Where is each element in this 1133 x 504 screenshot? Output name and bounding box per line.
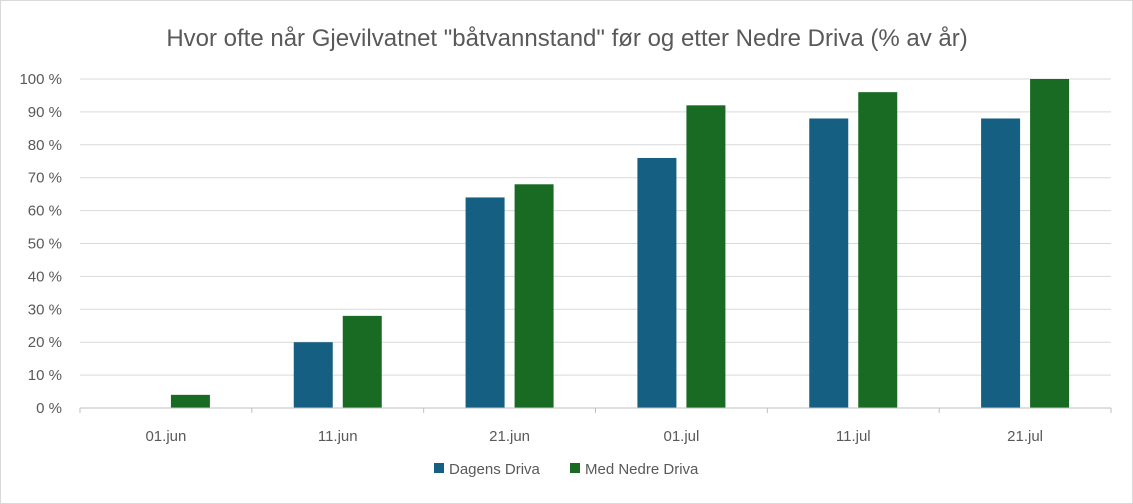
bar-med-nedre-driva <box>170 394 210 408</box>
bar-dagens-driva <box>637 157 677 408</box>
chart-title: Hvor ofte når Gjevilvatnet "båtvannstand… <box>166 25 967 52</box>
x-tick-label: 21.jul <box>1007 428 1043 445</box>
bar-dagens-driva <box>293 342 333 408</box>
legend-swatch <box>434 463 444 473</box>
bar-med-nedre-driva <box>514 184 554 408</box>
legend: Dagens Driva Med Nedre Driva <box>434 461 699 478</box>
bar-med-nedre-driva <box>858 92 898 408</box>
y-tick-label: 50 % <box>28 236 62 253</box>
x-tick-label: 01.jun <box>145 428 186 445</box>
y-tick-label: 10 % <box>28 367 62 384</box>
y-tick-label: 60 % <box>28 203 62 220</box>
bar-med-nedre-driva <box>342 315 382 408</box>
legend-swatch <box>570 463 580 473</box>
bar-dagens-driva <box>465 197 505 408</box>
y-tick-label: 30 % <box>28 301 62 318</box>
x-tick-label: 21.jun <box>489 428 530 445</box>
y-tick-label: 80 % <box>28 137 62 154</box>
x-tick-label: 11.jul <box>836 428 871 445</box>
bar-dagens-driva <box>809 118 849 408</box>
x-tick-label: 11.jun <box>318 428 358 445</box>
legend-label: Med Nedre Driva <box>585 461 699 478</box>
y-tick-label: 90 % <box>28 104 62 121</box>
bars <box>170 79 1070 408</box>
bar-dagens-driva <box>981 118 1021 408</box>
axes: 0 % 10 % 20 % 30 % 40 % 50 % 60 % 70 % 80 % 90 % 1… <box>19 71 1112 445</box>
y-tick-label: 70 % <box>28 170 62 187</box>
bar-med-nedre-driva <box>686 105 726 408</box>
y-tick-label: 0 % <box>36 400 62 417</box>
y-tick-label: 20 % <box>28 334 62 351</box>
x-tick-label: 01.jul <box>663 428 699 445</box>
gridlines <box>80 78 1111 376</box>
y-tick-label: 100 % <box>19 71 62 88</box>
y-tick-label: 40 % <box>28 268 62 285</box>
bar-med-nedre-driva <box>1030 79 1070 408</box>
legend-label: Dagens Driva <box>449 461 541 478</box>
